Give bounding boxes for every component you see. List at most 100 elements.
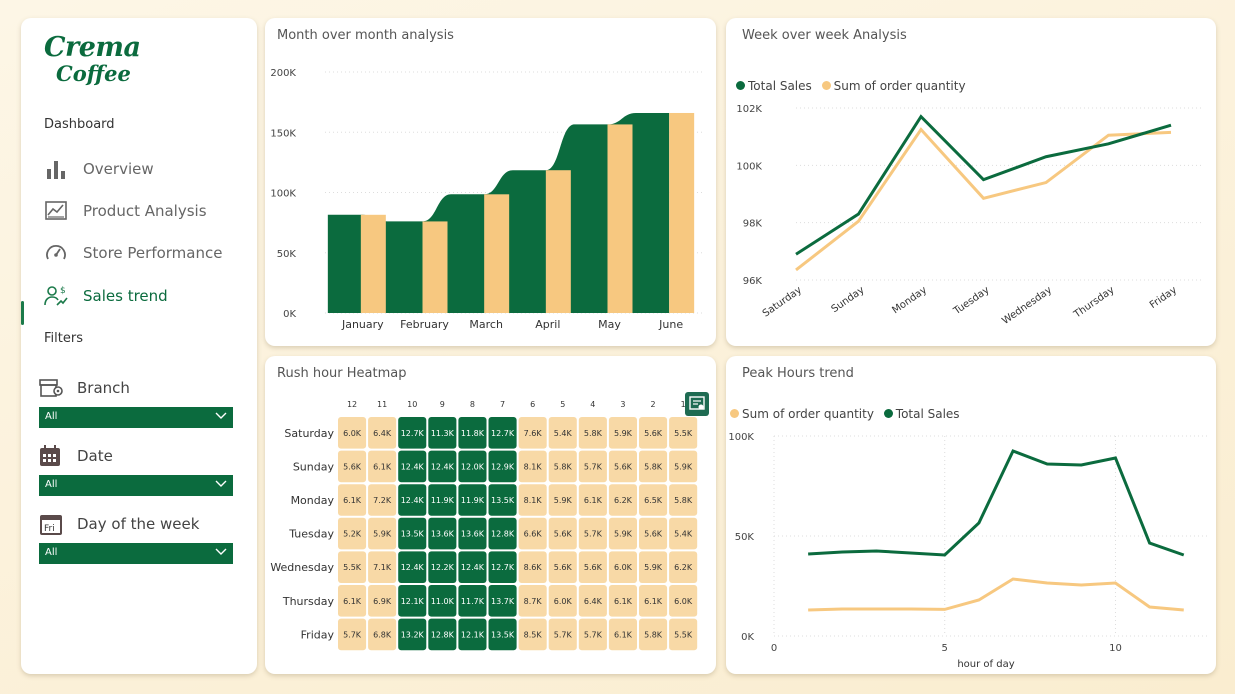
heatmap-column-label: 3: [620, 400, 625, 409]
month-over-month-panel: Month over month analysis 0K 50K 100K 150K 2…: [265, 18, 716, 346]
heatmap-cell-value: 13.5K: [401, 530, 425, 539]
heatmap-cell: [669, 585, 698, 617]
y-tick-label: 98K: [743, 219, 763, 230]
heatmap-column-label: 12: [347, 400, 357, 409]
x-tick-label: April: [535, 318, 560, 331]
heatmap-cell-value: 6.1K: [584, 496, 603, 505]
heatmap-cell-value: 5.5K: [674, 630, 693, 639]
y-tick-label: 100K: [736, 161, 762, 172]
certificate-icon[interactable]: [685, 392, 709, 416]
heatmap-cell-value: 5.8K: [584, 429, 603, 438]
nav-item-product-analysis[interactable]: Product Analysis: [41, 196, 241, 226]
store-location-icon: [39, 379, 63, 397]
x-tick-label: Friday: [1148, 285, 1179, 311]
heatmap-cell-value: 5.9K: [554, 496, 573, 505]
heatmap-cell-value: 5.8K: [674, 496, 693, 505]
y-tick-label: 200K: [270, 68, 296, 79]
heatmap-cell: [518, 585, 547, 617]
panel-title: Month over month analysis: [277, 28, 454, 43]
heatmap-cell-value: 6.0K: [614, 563, 633, 572]
heatmap-cell: [578, 585, 607, 617]
heatmap-cell: [548, 450, 577, 483]
y-tick-label: 100K: [728, 432, 754, 443]
legend-item: Sum of order quantity: [730, 407, 874, 421]
rush-hour-heatmap-panel: Rush hour Heatmap 12 11 10 9 8 7 6 5 4 3 2 1 Saturda…: [265, 356, 716, 674]
heatmap-cell: [458, 450, 487, 483]
heatmap-cell: [488, 517, 517, 550]
heatmap-cell: [458, 517, 487, 550]
svg-text:$: $: [60, 286, 66, 296]
series-line: [808, 577, 1184, 612]
heatmap-cell-value: 6.5K: [644, 496, 663, 505]
heatmap-cell-value: 12.4K: [431, 462, 455, 471]
legend-label: Total Sales: [748, 79, 812, 93]
gauge-icon: [46, 245, 66, 260]
day-of-week-dropdown[interactable]: All: [39, 543, 233, 564]
heatmap-row-label: Tuesday: [288, 528, 334, 541]
x-tick-label: Saturday: [761, 285, 804, 320]
legend-label: Sum of order quantity: [742, 407, 874, 421]
branch-dropdown[interactable]: All: [39, 407, 233, 428]
heatmap-cell-value: 13.2K: [401, 630, 425, 639]
series-line: [808, 449, 1185, 557]
logo-line-2: Coffee: [56, 61, 131, 86]
heatmap-cell-value: 12.2K: [431, 563, 455, 572]
nav-item-store-performance[interactable]: Store Performance: [41, 238, 241, 268]
heatmap-cell-value: 5.6K: [343, 462, 362, 471]
filter-label: Date: [77, 447, 113, 465]
nav-item-overview[interactable]: Overview: [41, 154, 241, 184]
heatmap-column-label: 11: [377, 400, 387, 409]
heatmap-column-label: 7: [500, 400, 505, 409]
calendar-icon: [40, 445, 60, 466]
heatmap-column-label: 1: [681, 400, 686, 409]
bar-chart-icon: [47, 161, 65, 179]
bar: [484, 194, 510, 313]
heatmap-cell: [398, 585, 427, 617]
nav-item-sales-trend[interactable]: $ Sales trend: [41, 281, 241, 311]
heatmap-cell-value: 5.9K: [644, 563, 663, 572]
heatmap-cell-value: 5.9K: [674, 462, 693, 471]
heatmap-cell: [338, 585, 367, 617]
heatmap-cell-value: 5.5K: [343, 563, 362, 572]
heatmap-cell: [548, 585, 577, 617]
heatmap-cell: [608, 417, 637, 449]
x-tick-label: Wednesday: [1000, 285, 1054, 327]
filter-date: Date All: [39, 445, 233, 496]
heatmap-cell-value: 11.9K: [431, 496, 455, 505]
x-axis-label: hour of day: [957, 659, 1014, 670]
heatmap-cell: [669, 417, 698, 449]
chart-legend: Total Sales Sum of order quantity: [736, 79, 972, 93]
heatmap-cell: [458, 618, 487, 651]
heatmap-cell-value: 7.6K: [524, 429, 543, 438]
heatmap-cell-value: 6.1K: [343, 597, 362, 606]
date-dropdown[interactable]: All: [39, 475, 233, 496]
heatmap-cell: [398, 417, 427, 449]
heatmap-row-label: Wednesday: [270, 561, 334, 574]
heatmap-cell-value: 12.7K: [491, 429, 515, 438]
heatmap-cell: [548, 517, 577, 550]
heatmap-cell: [488, 585, 517, 617]
heatmap-cell: [548, 417, 577, 449]
heatmap-cell: [428, 417, 457, 449]
chart-image-icon: [45, 201, 67, 220]
heatmap-cell-value: 11.3K: [431, 429, 455, 438]
heatmap-cell-value: 5.9K: [614, 530, 633, 539]
chart-legend: Sum of order quantity Total Sales: [730, 407, 966, 421]
dashboard-heading: Dashboard: [44, 117, 115, 132]
x-tick-label: Thursday: [1071, 285, 1116, 321]
heatmap-cell-value: 5.9K: [373, 530, 392, 539]
heatmap-cell: [639, 585, 668, 617]
heatmap-cell: [608, 517, 637, 550]
nav-item-label: Sales trend: [83, 287, 168, 305]
heatmap-cell: [398, 517, 427, 550]
panel-title: Week over week Analysis: [742, 28, 907, 43]
heatmap-cell: [398, 551, 427, 583]
heatmap-cell: [428, 484, 457, 516]
heatmap-cell: [458, 551, 487, 583]
y-tick-label: 0K: [741, 632, 754, 643]
heatmap-cell: [639, 450, 668, 483]
heatmap-cell-value: 6.1K: [373, 462, 392, 471]
heatmap-cell: [518, 450, 547, 483]
heatmap-cell-value: 5.6K: [614, 462, 633, 471]
heatmap-cell: [488, 450, 517, 483]
